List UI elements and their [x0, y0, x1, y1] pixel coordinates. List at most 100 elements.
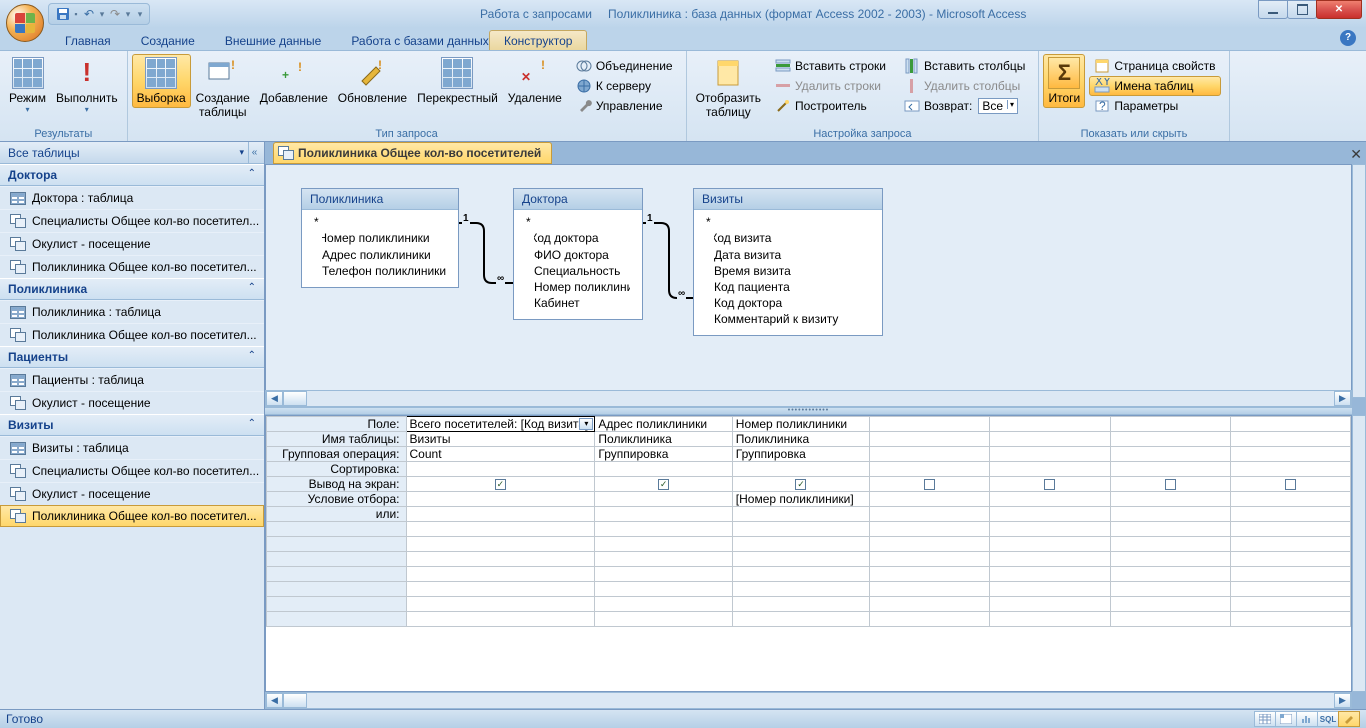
union-button[interactable]: Объединение: [571, 56, 678, 76]
nav-item[interactable]: Поликлиника Общее кол-во посетител...: [0, 255, 264, 278]
field-list[interactable]: Доктора*Код доктораФИО доктораСпециально…: [513, 188, 643, 320]
qbe-cell[interactable]: [870, 477, 990, 492]
qbe-cell[interactable]: [732, 597, 869, 612]
field-list[interactable]: Поликлиника*Номер поликлиникиАдрес полик…: [301, 188, 459, 288]
scroll-thumb[interactable]: [283, 391, 307, 406]
qbe-cell[interactable]: [1110, 432, 1230, 447]
passthrough-button[interactable]: К серверу: [571, 76, 678, 96]
nav-item[interactable]: Специалисты Общее кол-во посетител...: [0, 209, 264, 232]
crosstab-button[interactable]: Перекрестный: [412, 54, 503, 108]
qbe-cell[interactable]: [732, 477, 869, 492]
tab-external-data[interactable]: Внешние данные: [210, 30, 337, 50]
qbe-cell[interactable]: [595, 552, 732, 567]
scroll-thumb[interactable]: [283, 693, 307, 708]
nav-group-header[interactable]: Доктора⌃: [0, 164, 264, 186]
design-view-button[interactable]: [1338, 711, 1360, 727]
qbe-cell[interactable]: [870, 492, 990, 507]
chevron-down-icon[interactable]: ▾: [239, 147, 244, 158]
minimize-button[interactable]: [1258, 0, 1288, 19]
qbe-cell[interactable]: [406, 507, 595, 522]
delete-rows-button[interactable]: Удалить строки: [770, 76, 891, 96]
qbe-cell[interactable]: [870, 597, 990, 612]
qbe-cell[interactable]: [732, 552, 869, 567]
field-item[interactable]: Номер поликлиники: [322, 230, 446, 247]
qbe-cell[interactable]: [406, 582, 595, 597]
qbe-cell[interactable]: [1110, 417, 1230, 432]
append-button[interactable]: +!Добавление: [255, 54, 333, 108]
qbe-cell[interactable]: [406, 492, 595, 507]
qbe-cell[interactable]: [595, 507, 732, 522]
help-icon[interactable]: ?: [1340, 30, 1356, 46]
qat-customize[interactable]: ▾: [137, 9, 143, 20]
qbe-cell[interactable]: [1230, 462, 1350, 477]
qbe-cell[interactable]: Count: [406, 447, 595, 462]
qbe-cell[interactable]: [990, 552, 1110, 567]
qbe-cell[interactable]: Номер поликлиники: [732, 417, 869, 432]
qbe-cell[interactable]: [406, 612, 595, 627]
qbe-cell[interactable]: [1110, 522, 1230, 537]
qbe-cell[interactable]: Всего посетителей: [Код визита]▾: [406, 417, 595, 432]
qbe-cell[interactable]: [1110, 447, 1230, 462]
qbe-cell[interactable]: [1230, 582, 1350, 597]
collapse-pane-button[interactable]: «: [248, 142, 260, 163]
qbe-cell[interactable]: [870, 567, 990, 582]
qbe-cell[interactable]: [1230, 597, 1350, 612]
qbe-cell[interactable]: Группировка: [732, 447, 869, 462]
qbe-cell[interactable]: [990, 462, 1110, 477]
design-surface[interactable]: 1 ∞ 1 ∞ Поликлиника*Номер поликлиникиАдр…: [265, 164, 1352, 408]
qbe-cell[interactable]: [595, 462, 732, 477]
qbe-cell[interactable]: [1110, 492, 1230, 507]
run-button[interactable]: !Выполнить▾: [51, 54, 123, 118]
field-item[interactable]: Кабинет: [534, 295, 630, 311]
qbe-cell[interactable]: [595, 612, 732, 627]
show-checkbox[interactable]: [1165, 479, 1176, 490]
qbe-cell[interactable]: [870, 537, 990, 552]
qbe-cell[interactable]: [732, 582, 869, 597]
nav-item[interactable]: Окулист - посещение: [0, 391, 264, 414]
qbe-cell[interactable]: [1230, 612, 1350, 627]
document-close-button[interactable]: ✕: [1350, 146, 1362, 163]
select-query-button[interactable]: Выборка: [132, 54, 191, 108]
qbe-cell[interactable]: [406, 462, 595, 477]
field-item[interactable]: ФИО доктора: [534, 247, 630, 263]
totals-button[interactable]: ΣИтоги: [1043, 54, 1085, 108]
field-item[interactable]: Код пациента: [714, 279, 870, 295]
qbe-cell[interactable]: [870, 462, 990, 477]
qbe-cell[interactable]: [1230, 567, 1350, 582]
office-button[interactable]: [6, 4, 44, 42]
qbe-cell[interactable]: [595, 522, 732, 537]
params-button[interactable]: ?Параметры: [1089, 96, 1220, 116]
nav-item[interactable]: Специалисты Общее кол-во посетител...: [0, 459, 264, 482]
qbe-cell[interactable]: [990, 507, 1110, 522]
nav-group-header[interactable]: Визиты⌃: [0, 414, 264, 436]
qbe-cell[interactable]: [990, 537, 1110, 552]
tablenames-button[interactable]: XYZИмена таблиц: [1089, 76, 1220, 96]
field-list[interactable]: Визиты*Код визитаДата визитаВремя визита…: [693, 188, 883, 336]
field-item[interactable]: *: [706, 214, 870, 230]
qbe-grid[interactable]: Поле:Всего посетителей: [Код визита]▾Адр…: [265, 415, 1352, 692]
nav-item[interactable]: Доктора : таблица: [0, 186, 264, 209]
field-item[interactable]: Адрес поликлиники: [322, 247, 446, 263]
qbe-cell[interactable]: [990, 417, 1110, 432]
qbe-cell[interactable]: [1110, 612, 1230, 627]
design-vscroll[interactable]: [1352, 164, 1366, 398]
scroll-left-button[interactable]: ◀: [266, 391, 283, 406]
qbe-cell[interactable]: [1110, 552, 1230, 567]
field-item[interactable]: Телефон поликлиники: [322, 263, 446, 279]
qbe-cell[interactable]: [1110, 507, 1230, 522]
qbe-cell[interactable]: Поликлиника: [732, 432, 869, 447]
nav-item[interactable]: Окулист - посещение: [0, 482, 264, 505]
tab-create[interactable]: Создание: [126, 30, 210, 50]
qbe-cell[interactable]: [870, 432, 990, 447]
qbe-cell[interactable]: [870, 582, 990, 597]
pivotchart-view-button[interactable]: [1296, 711, 1318, 727]
design-hscroll[interactable]: ◀ ▶: [265, 390, 1352, 407]
qbe-cell[interactable]: [595, 537, 732, 552]
sql-view-button[interactable]: SQL: [1317, 711, 1339, 727]
propsheet-button[interactable]: Страница свойств: [1089, 56, 1220, 76]
qbe-cell[interactable]: [406, 567, 595, 582]
field-item[interactable]: Код визита: [714, 230, 870, 247]
nav-item[interactable]: Визиты : таблица: [0, 436, 264, 459]
splitter[interactable]: ••••••••••••: [265, 407, 1352, 415]
insert-cols-button[interactable]: Вставить столбцы: [899, 56, 1030, 76]
